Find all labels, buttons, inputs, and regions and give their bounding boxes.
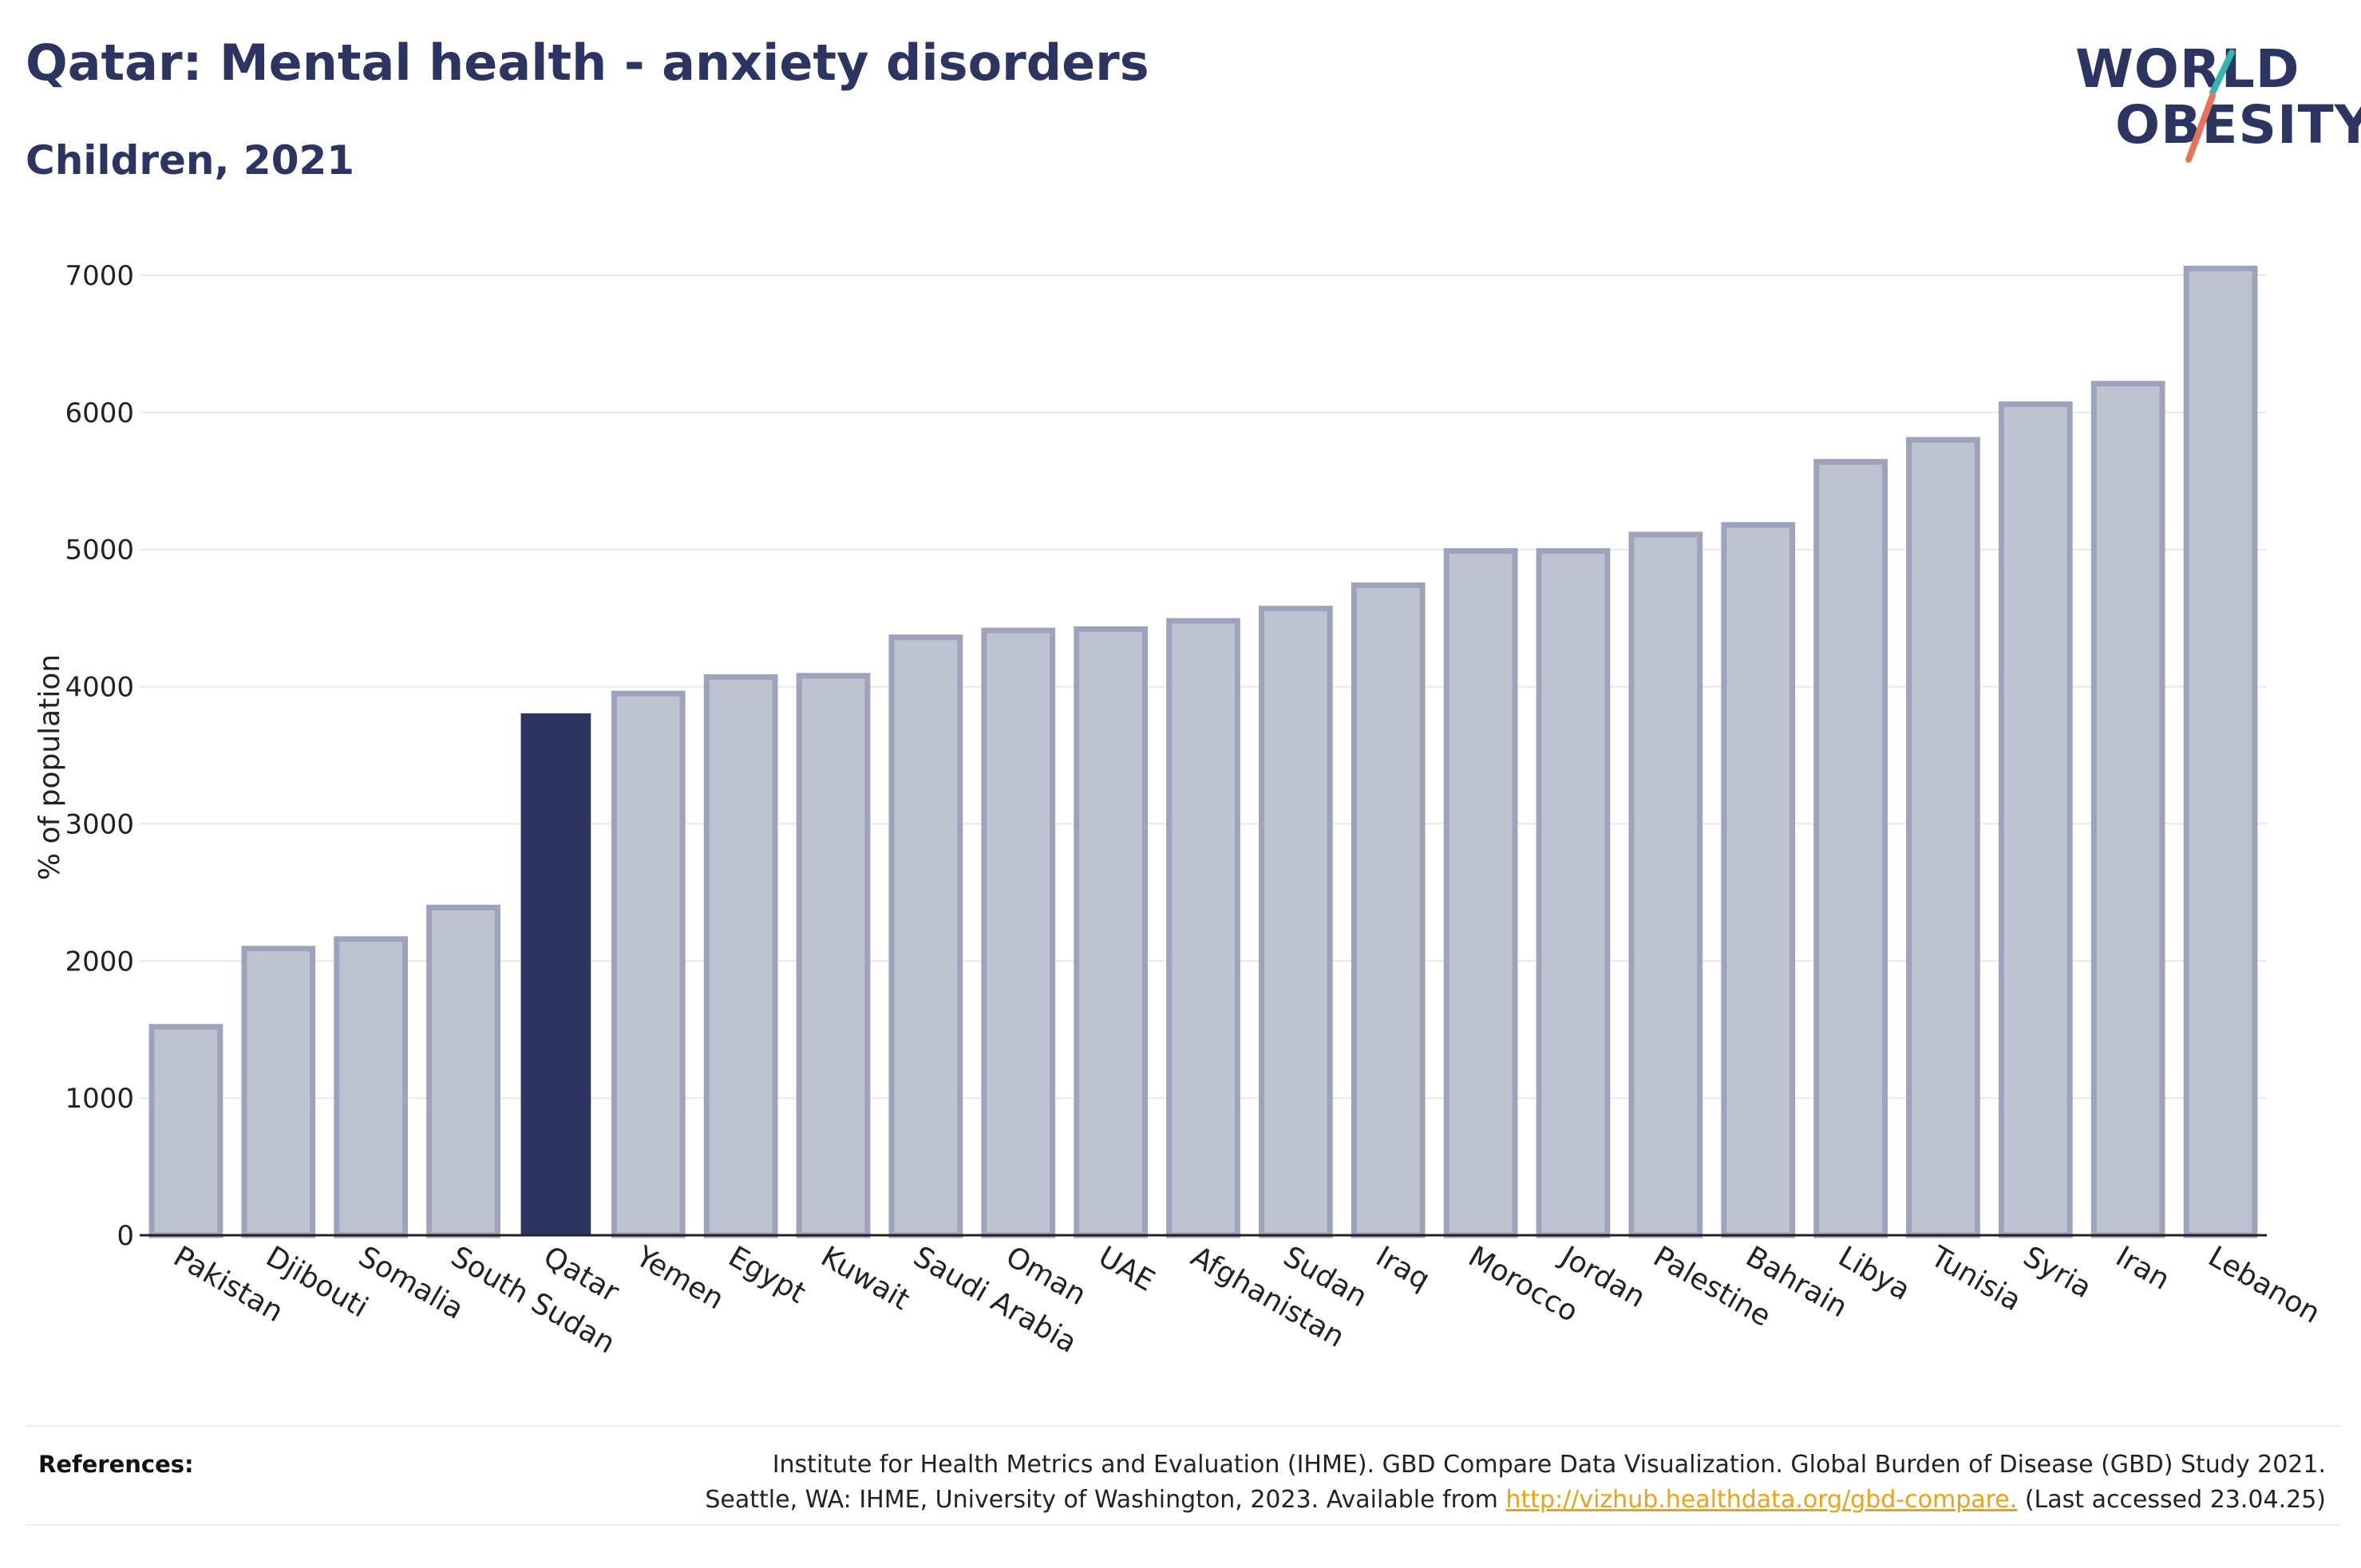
page-title: Qatar: Mental health - anxiety disorders — [26, 34, 1149, 92]
logo-word-world: WORLD — [2075, 38, 2300, 100]
bar-kuwait — [796, 673, 871, 1238]
bar-lebanon — [2183, 265, 2258, 1238]
bar-oman — [981, 627, 1056, 1238]
y-tick-label: 1000 — [65, 1083, 134, 1115]
bar-chart: 0 1000 2000 3000 4000 5000 6000 7000 % of popula… — [34, 260, 2326, 1361]
bar-iran — [2090, 381, 2165, 1238]
bar-uae — [1074, 626, 1149, 1238]
y-tick-label: 7000 — [65, 260, 134, 292]
bar-libya — [1813, 459, 1888, 1238]
references-text: Institute for Health Metrics and Evaluat… — [570, 1448, 2326, 1518]
bar-saudi-arabia — [888, 634, 963, 1238]
y-tick-label: 0 — [117, 1220, 134, 1252]
x-tick-label: Egypt — [723, 1240, 811, 1309]
references-top-divider — [26, 1425, 2340, 1427]
world-obesity-logo: WORLD OBESITY — [2075, 24, 2361, 168]
bar-somalia — [334, 936, 409, 1238]
bar-yemen — [611, 690, 686, 1238]
x-tick-label: Iraq — [1370, 1240, 1435, 1297]
x-tick-label: Tunisia — [1924, 1240, 2027, 1317]
y-tick-label: 4000 — [65, 672, 134, 704]
bar-iraq — [1351, 582, 1426, 1238]
y-axis-label: % of population — [34, 654, 66, 880]
references-label: References: — [38, 1451, 194, 1478]
references-bottom-divider — [26, 1524, 2340, 1526]
references-line-2: Seattle, WA: IHME, University of Washing… — [570, 1483, 2326, 1518]
references-line-2-suffix: (Last accessed 23.04.25) — [2017, 1486, 2326, 1514]
x-tick-label: Kuwait — [816, 1240, 916, 1317]
x-tick-label: Yemen — [630, 1240, 730, 1317]
y-tick-label: 6000 — [65, 397, 134, 429]
logo-word-obesity: OBESITY — [2115, 94, 2361, 156]
bar-bahrain — [1721, 522, 1796, 1238]
bar-tunisia — [1906, 436, 1980, 1238]
bar-sudan — [1258, 606, 1333, 1238]
logo-slash-icon — [2185, 49, 2235, 163]
bar-afghanistan — [1166, 618, 1240, 1238]
y-tick-label: 3000 — [65, 808, 134, 840]
x-tick-label: Somalia — [353, 1240, 469, 1326]
references-link[interactable]: http://vizhub.healthdata.org/gbd-compare… — [1505, 1486, 2018, 1514]
x-tick-label: UAE — [1093, 1240, 1160, 1297]
bar-south-sudan — [426, 904, 500, 1238]
references-line-1: Institute for Health Metrics and Evaluat… — [772, 1451, 2326, 1479]
bar-morocco — [1443, 547, 1518, 1238]
bar-palestine — [1628, 531, 1703, 1238]
y-tick-label: 5000 — [65, 535, 134, 567]
bar-egypt — [703, 674, 778, 1238]
x-tick-label: Syria — [2018, 1240, 2097, 1305]
references-line-2-prefix: Seattle, WA: IHME, University of Washing… — [705, 1486, 1506, 1514]
x-tick-label: Iran — [2110, 1240, 2175, 1297]
bar-qatar — [520, 713, 591, 1236]
bar-syria — [1998, 401, 2073, 1238]
x-tick-label: Lebanon — [2203, 1240, 2326, 1330]
chart-subtitle: Children, 2021 — [26, 137, 355, 184]
bar-jordan — [1536, 547, 1611, 1238]
bar-pakistan — [148, 1024, 223, 1238]
y-tick-label: 2000 — [65, 946, 134, 978]
bar-djibouti — [241, 946, 316, 1238]
